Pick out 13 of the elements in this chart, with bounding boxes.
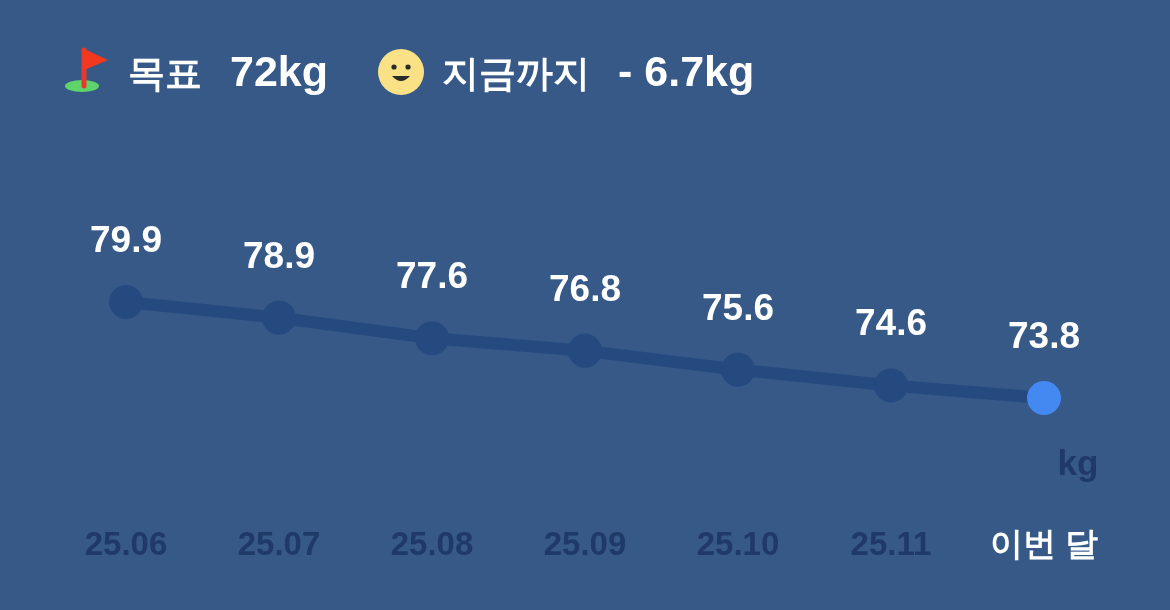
data-label: 76.8 <box>548 267 622 309</box>
data-label: 75.6 <box>701 286 775 328</box>
data-label: 77.6 <box>395 255 469 297</box>
x-tick-label: 이번 달 <box>989 525 1099 562</box>
text: 목표 <box>128 53 202 94</box>
text: 지금까지 <box>442 53 591 94</box>
data-label: 73.8 <box>1007 315 1081 356</box>
data-label: 79.9 <box>89 219 163 260</box>
point <box>1027 381 1061 415</box>
text: - 6.7kg <box>618 47 755 95</box>
data-label: 74.6 <box>854 302 928 344</box>
text: 72kg <box>230 47 329 95</box>
data-label: 78.9 <box>242 234 316 276</box>
